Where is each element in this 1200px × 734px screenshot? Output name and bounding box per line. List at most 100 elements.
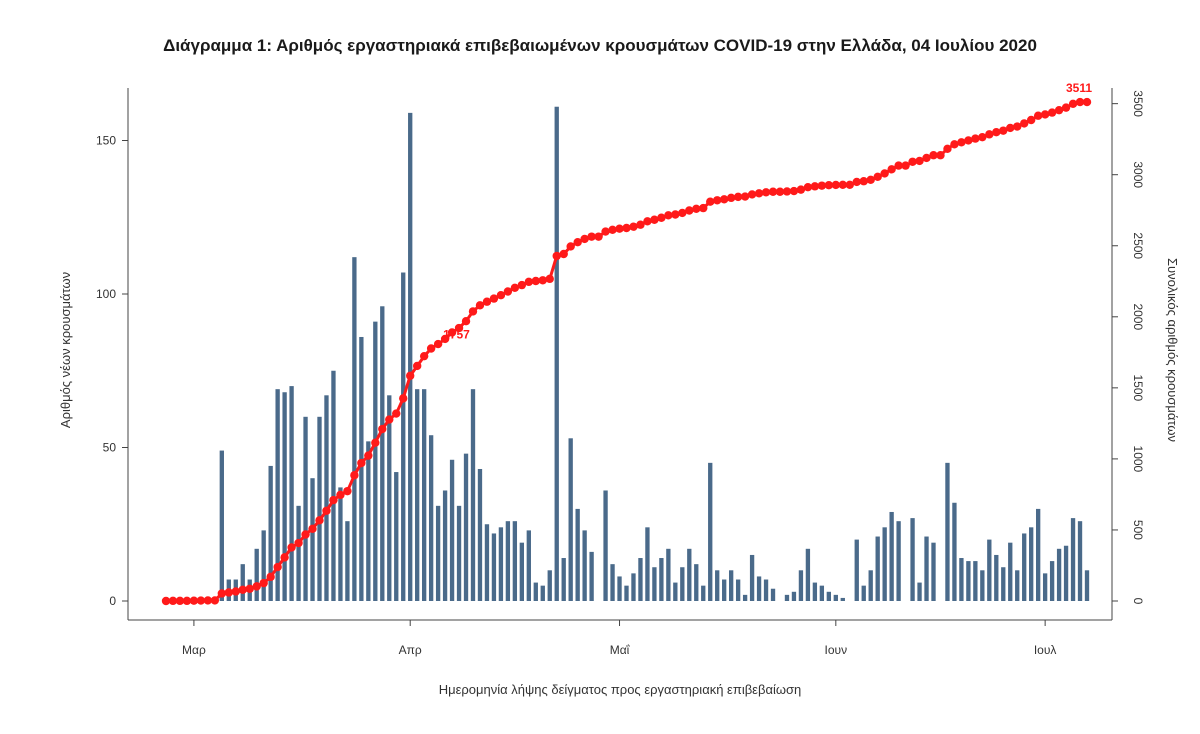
- cumulative-point: [964, 136, 973, 145]
- cumulative-point: [573, 237, 582, 247]
- cumulative-point: [622, 223, 631, 233]
- bar: [694, 564, 699, 601]
- x-tick-label: Μαρ: [182, 643, 206, 657]
- cumulative-point: [161, 596, 171, 606]
- bar: [708, 462, 713, 601]
- bar: [812, 582, 818, 601]
- cumulative-point: [1054, 105, 1064, 115]
- cumulative-point: [224, 588, 233, 597]
- y-right-tick-label: 2000: [1131, 303, 1145, 330]
- bar: [861, 585, 866, 601]
- bar: [428, 435, 434, 601]
- bars-group: [170, 106, 1090, 602]
- bar: [610, 564, 615, 601]
- cumulative-point: [231, 587, 240, 596]
- cumulative-point: [754, 189, 764, 198]
- cumulative-point: [1061, 103, 1071, 112]
- cumulative-point: [873, 172, 882, 182]
- cumulative-point: [182, 596, 192, 606]
- y-right-axis-title: Συνολικός αριθμός κρουσμάτων: [1165, 258, 1180, 442]
- cumulative-point: [922, 153, 931, 163]
- cumulative-point: [775, 187, 785, 196]
- bar: [980, 570, 985, 601]
- cumulative-point: [601, 227, 610, 236]
- bar: [987, 539, 992, 601]
- cumulative-point: [915, 156, 924, 166]
- bar: [784, 594, 790, 601]
- cumulative-point: [357, 458, 366, 468]
- cumulative-point: [845, 180, 854, 189]
- cumulative-point: [364, 451, 373, 460]
- cumulative-point: [412, 361, 422, 371]
- cumulative-point: [796, 185, 806, 194]
- bar: [352, 257, 357, 601]
- cumulative-point: [664, 211, 673, 220]
- cumulative-point: [1020, 119, 1029, 128]
- bar: [1042, 573, 1048, 601]
- cumulative-point: [378, 424, 387, 434]
- bar: [959, 558, 964, 601]
- bar: [240, 564, 245, 601]
- bar: [728, 570, 734, 601]
- cumulative-point: [1068, 99, 1078, 108]
- cumulative-point: [510, 283, 520, 293]
- bar: [568, 438, 573, 601]
- bar: [770, 588, 776, 601]
- bar: [526, 530, 531, 601]
- cumulative-point: [350, 471, 359, 480]
- cumulative-point: [238, 585, 247, 594]
- cumulative-point: [936, 151, 945, 160]
- bar: [296, 505, 301, 601]
- cumulative-point: [329, 495, 338, 505]
- bar: [401, 272, 406, 601]
- bar: [945, 462, 950, 601]
- bar: [805, 548, 811, 601]
- cumulative-point: [315, 516, 324, 525]
- bar: [1029, 527, 1034, 601]
- bar: [617, 576, 622, 601]
- cumulative-point: [706, 197, 715, 206]
- bar: [973, 561, 978, 601]
- bar: [1001, 567, 1006, 601]
- cumulative-point: [733, 192, 743, 202]
- cumulative-point: [957, 138, 966, 147]
- x-tick-label: Ιουλ: [1034, 643, 1057, 657]
- cumulative-point: [678, 208, 687, 218]
- bar: [749, 554, 755, 601]
- y-left-tick-label: 100: [96, 287, 116, 301]
- cumulative-point: [1040, 110, 1050, 119]
- bar: [603, 490, 608, 601]
- cumulative-point: [901, 161, 910, 170]
- bar: [282, 392, 287, 601]
- chart-title: Διάγραμμα 1: Αριθμός εργαστηριακά επιβεβ…: [163, 36, 1037, 55]
- cumulative-point: [406, 371, 415, 380]
- cumulative-point: [196, 596, 206, 605]
- cumulative-point: [950, 140, 959, 149]
- cumulative-point: [594, 232, 603, 241]
- cumulative-point: [671, 210, 680, 219]
- cumulative-point: [475, 301, 485, 310]
- cumulative-point: [322, 506, 331, 515]
- cumulative-point: [943, 144, 952, 154]
- cumulative-point: [175, 596, 185, 606]
- bar: [435, 505, 441, 601]
- x-axis-title: Ημερομηνία λήψης δείγματος προς εργαστηρ…: [439, 682, 802, 697]
- cumulative-point: [740, 192, 750, 201]
- cumulative-point: [719, 195, 729, 204]
- cumulative-point: [615, 224, 624, 233]
- cumulative-point: [831, 180, 841, 190]
- bar: [540, 585, 545, 601]
- cumulative-point: [587, 232, 596, 241]
- cumulative-point: [552, 251, 561, 261]
- bar: [673, 582, 678, 601]
- cumulative-point: [685, 206, 694, 215]
- bar: [387, 395, 392, 601]
- cumulative-point: [245, 584, 254, 593]
- cumulative-point: [538, 276, 547, 285]
- cumulative-point: [908, 157, 917, 166]
- bar: [1077, 521, 1083, 601]
- cumulative-point: [482, 297, 492, 306]
- bar: [966, 561, 971, 601]
- y-right-tick-label: 0: [1131, 598, 1145, 605]
- bar: [1063, 545, 1069, 601]
